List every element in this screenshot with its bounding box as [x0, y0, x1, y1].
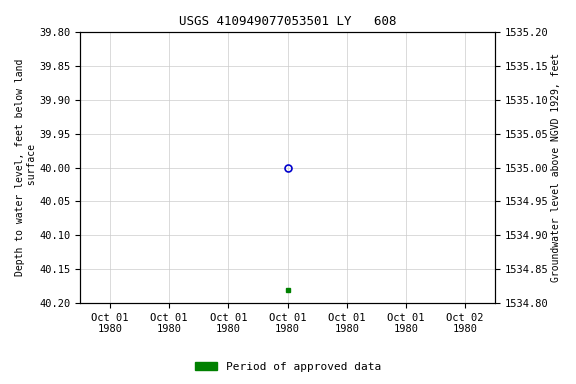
Y-axis label: Groundwater level above NGVD 1929, feet: Groundwater level above NGVD 1929, feet: [551, 53, 561, 282]
Title: USGS 410949077053501 LY   608: USGS 410949077053501 LY 608: [179, 15, 396, 28]
Legend: Period of approved data: Period of approved data: [191, 358, 385, 377]
Y-axis label: Depth to water level, feet below land
 surface: Depth to water level, feet below land su…: [15, 59, 37, 276]
